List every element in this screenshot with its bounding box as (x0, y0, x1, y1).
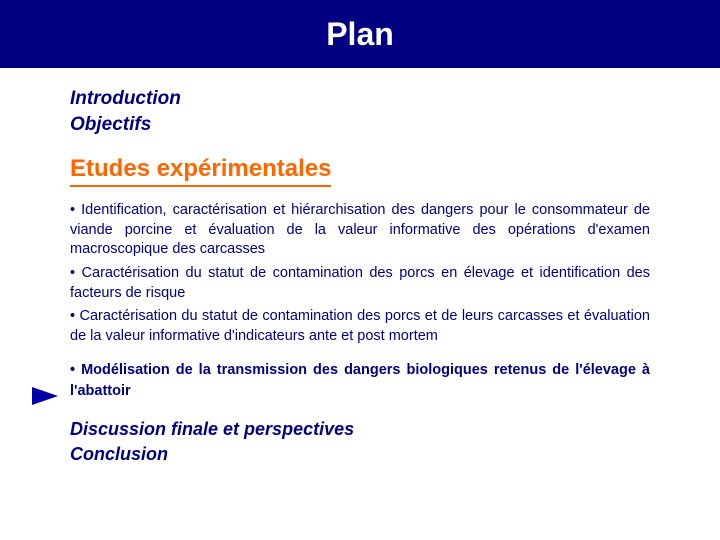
section-heading-etudes: Etudes expérimentales (70, 155, 331, 187)
bullet-item: • Caractérisation du statut de contamina… (70, 307, 650, 346)
bullet-item-emphasized: • Modélisation de la transmission des da… (70, 360, 650, 401)
bullet-list: • Identification, caractérisation et hié… (70, 201, 650, 401)
slide-title: Plan (0, 0, 720, 68)
triangle-right-icon (32, 387, 58, 405)
bullet-item: • Caractérisation du statut de contamina… (70, 264, 650, 303)
final-line-conclusion: Conclusion (70, 442, 650, 467)
bullet-item: • Identification, caractérisation et hié… (70, 201, 650, 260)
current-section-marker (32, 387, 58, 405)
final-section: Discussion finale et perspectives Conclu… (70, 417, 650, 467)
slide-content: Introduction Objectifs Etudes expériment… (0, 68, 720, 467)
intro-line-introduction: Introduction (70, 86, 650, 112)
title-bar: Plan (0, 0, 720, 68)
slide: { "title_bar": { "text": "Plan", "backgr… (0, 0, 720, 540)
final-line-discussion: Discussion finale et perspectives (70, 417, 650, 442)
intro-line-objectifs: Objectifs (70, 112, 650, 138)
